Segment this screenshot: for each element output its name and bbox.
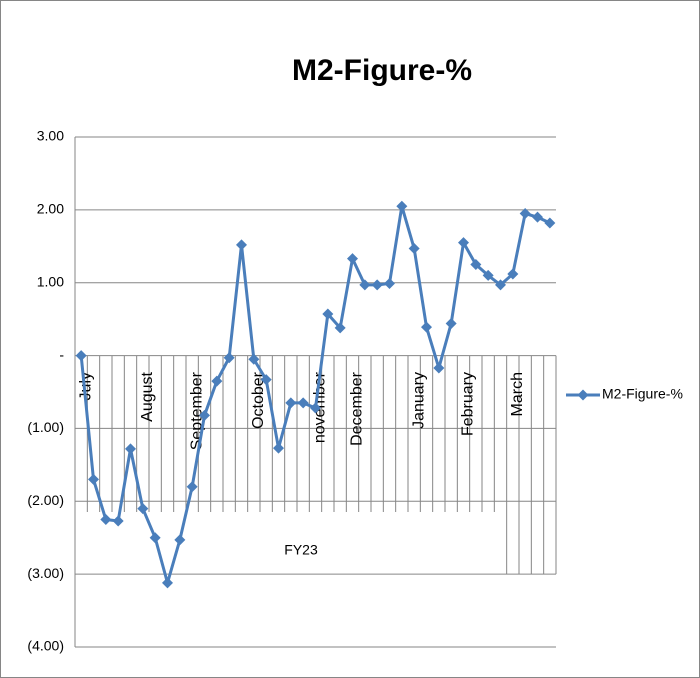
marker (458, 237, 469, 249)
marker (470, 259, 482, 270)
marker (371, 279, 383, 291)
marker (334, 322, 346, 334)
chart-title: M2-Figure-% (292, 54, 472, 87)
marker (174, 534, 186, 546)
x-tick-label: July (77, 372, 94, 400)
y-tick-label: (1.00) (27, 419, 64, 435)
y-tick-label: (3.00) (27, 565, 64, 581)
marker (236, 239, 247, 251)
marker (310, 402, 321, 414)
y-tick-label: (2.00) (27, 492, 64, 508)
marker (248, 353, 260, 365)
y-tick-label: 3.00 (37, 128, 64, 144)
marker (519, 208, 531, 219)
group-label: FY23 (284, 542, 318, 558)
marker (75, 350, 87, 362)
marker (347, 253, 358, 265)
marker (384, 277, 395, 289)
marker (421, 321, 432, 333)
marker (544, 217, 556, 229)
marker (396, 200, 408, 212)
y-tick-label: - (59, 346, 64, 362)
x-tick-label: October (250, 371, 267, 429)
marker (199, 409, 210, 421)
marker (408, 242, 420, 254)
marker (125, 443, 136, 455)
marker (137, 503, 149, 515)
marker (260, 374, 272, 386)
marker (433, 362, 445, 374)
marker (482, 269, 494, 281)
marker (100, 514, 112, 525)
y-tick-label: 1.00 (37, 273, 64, 289)
x-tick-label: March (509, 372, 526, 416)
marker (186, 481, 198, 493)
marker (532, 211, 543, 223)
marker (223, 352, 235, 364)
x-tick-label: January (410, 372, 427, 429)
x-tick-label: August (139, 371, 156, 421)
marker (149, 532, 161, 544)
x-tick-label: September (188, 371, 205, 450)
marker (162, 577, 173, 589)
x-tick-label: February (460, 372, 477, 436)
y-tick-label: 2.00 (37, 201, 64, 217)
y-tick-label: (4.00) (27, 638, 64, 654)
marker (322, 308, 334, 320)
marker (211, 375, 223, 387)
marker (445, 318, 457, 330)
x-tick-label: December (349, 371, 366, 445)
marker (88, 473, 99, 485)
marker (495, 279, 506, 291)
marker (285, 397, 297, 409)
marker (507, 268, 519, 280)
x-tick-label: november (312, 371, 329, 443)
marker (359, 279, 371, 291)
marker (297, 397, 309, 409)
marker (112, 515, 124, 527)
legend-label: M2-Figure-% (602, 386, 683, 402)
marker (273, 442, 284, 454)
legend-marker (577, 389, 589, 401)
